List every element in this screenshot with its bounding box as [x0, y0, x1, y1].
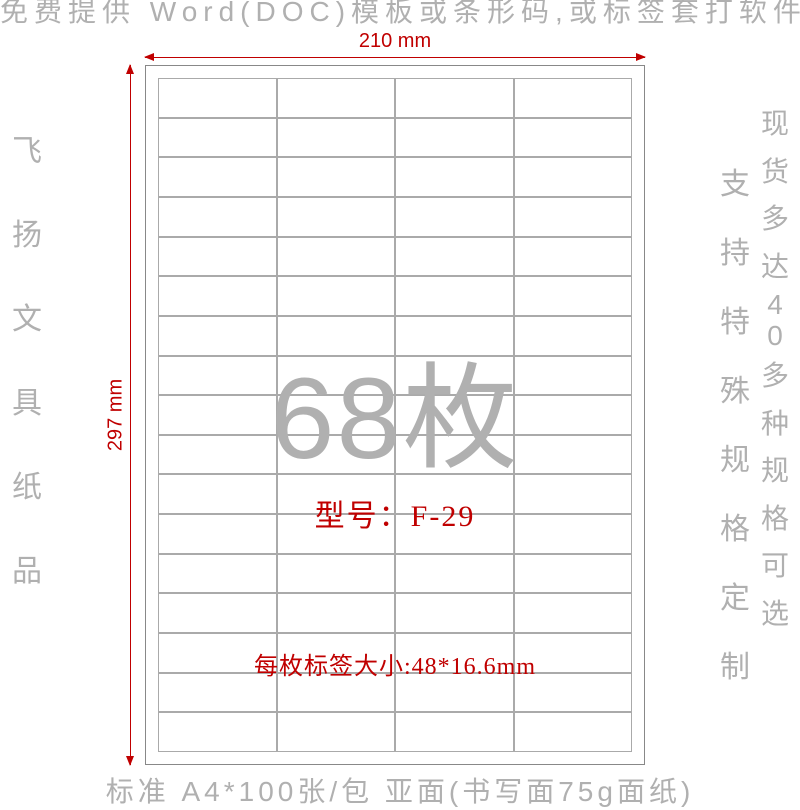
footer-text: 标准 A4*100张/包 亚面(书写面75g面纸): [0, 770, 800, 810]
height-dimension-line: [130, 65, 131, 765]
label-cell: [277, 118, 396, 158]
label-cell: [277, 276, 396, 316]
label-count-text: 68枚: [146, 326, 644, 492]
label-cell: [277, 593, 396, 633]
label-cell: [514, 78, 633, 118]
label-cell: [514, 593, 633, 633]
model-number-text: 型号：F-29: [146, 491, 644, 535]
width-dimension: 210 mm: [145, 30, 645, 58]
label-cell: [277, 78, 396, 118]
label-cell: [158, 554, 277, 594]
label-cell: [395, 118, 514, 158]
label-cell: [158, 157, 277, 197]
label-cell: [395, 554, 514, 594]
custom-spec-text: 支持特殊规格定制: [720, 150, 750, 702]
label-cell: [158, 197, 277, 237]
label-cell: [395, 237, 514, 277]
label-cell: [514, 712, 633, 752]
label-cell: [514, 118, 633, 158]
brand-vertical-text: 飞扬文具纸品: [12, 110, 42, 614]
label-cell: [277, 712, 396, 752]
label-cell: [395, 78, 514, 118]
label-cell: [277, 237, 396, 277]
label-cell: [514, 276, 633, 316]
label-cell: [514, 197, 633, 237]
label-cell: [277, 197, 396, 237]
label-cell: [395, 197, 514, 237]
height-dimension-label: 297 mm: [105, 379, 128, 451]
label-cell: [395, 593, 514, 633]
label-size-text: 每枚标签大小:48*16.6mm: [146, 646, 644, 681]
label-cell: [514, 157, 633, 197]
label-cell: [277, 157, 396, 197]
height-dimension: 297 mm: [100, 65, 140, 765]
width-dimension-line: [145, 57, 645, 58]
label-cell: [277, 554, 396, 594]
header-text: 免费提供 Word(DOC)模板或条形码,或标签套打软件: [0, 0, 800, 30]
width-dimension-label: 210 mm: [359, 30, 431, 52]
label-cell: [395, 276, 514, 316]
a4-sheet-diagram: 68枚 型号：F-29 每枚标签大小:48*16.6mm: [145, 65, 645, 765]
label-cell: [158, 593, 277, 633]
label-cell: [158, 712, 277, 752]
label-cell: [158, 237, 277, 277]
label-cell: [514, 237, 633, 277]
label-cell: [158, 276, 277, 316]
label-cell: [395, 157, 514, 197]
label-cell: [158, 118, 277, 158]
stock-variety-text: 现货多达40多种规格可选: [760, 100, 790, 638]
label-cell: [158, 78, 277, 118]
label-cell: [395, 712, 514, 752]
label-cell: [514, 554, 633, 594]
